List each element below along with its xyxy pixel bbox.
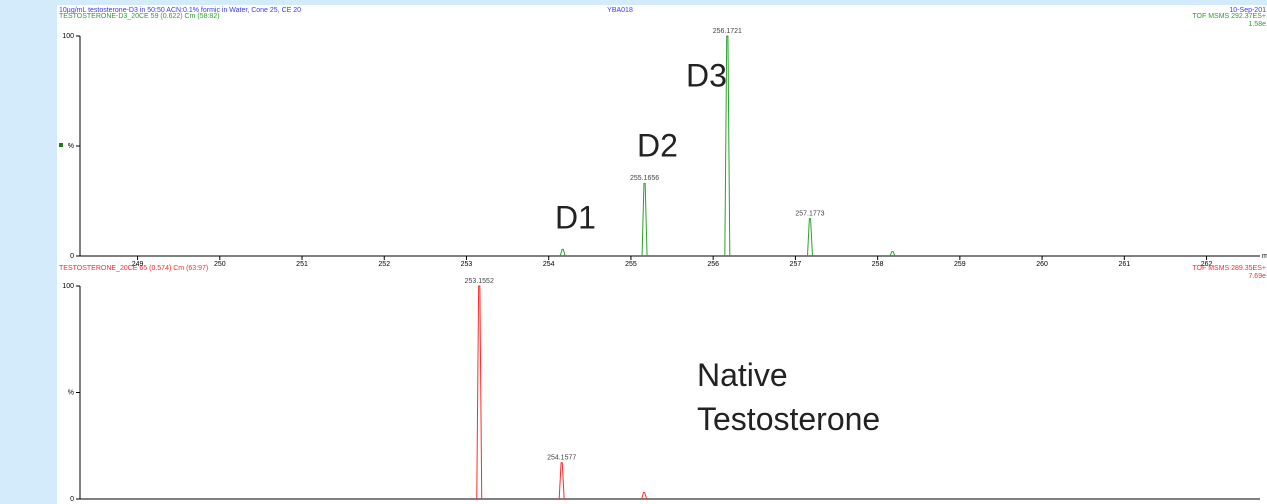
panel-title: TESTOSTERONE-D3_20CE 59 (0.622) Cm (58:8… xyxy=(59,13,220,20)
peak xyxy=(558,462,565,500)
x-tick-label: 261 xyxy=(1118,261,1130,268)
intensity: 7.69e xyxy=(1248,273,1266,280)
x-axis-label: m/z xyxy=(1262,253,1267,260)
y-tick-label: % xyxy=(68,389,74,396)
date: 10-Sep-201 xyxy=(1229,7,1266,14)
description: 10µg/mL testosterone-D3 in 50:50 ACN:0.1… xyxy=(59,7,301,14)
y-tick-label: % xyxy=(68,143,74,150)
peak-label: 256.1721 xyxy=(713,28,742,35)
x-tick-label: 253 xyxy=(461,261,473,268)
peak-label: 254.1577 xyxy=(547,455,576,462)
x-tick-label: 251 xyxy=(296,261,308,268)
y-tick-label: 100 xyxy=(62,33,74,40)
y-tick-label: 100 xyxy=(62,283,74,290)
x-tick-label: 252 xyxy=(378,261,390,268)
intensity: 1.58e xyxy=(1248,21,1266,28)
x-tick-label: 259 xyxy=(954,261,966,268)
annotation: D3 xyxy=(686,57,727,93)
panel-title: TESTOSTERONE_20CE 65 (0.574) Cm (63:97) xyxy=(59,265,208,272)
x-tick-label: 257 xyxy=(790,261,802,268)
peak xyxy=(476,285,483,500)
peak xyxy=(641,182,648,257)
peak-label: 255.1656 xyxy=(630,175,659,182)
x-tick-label: 260 xyxy=(1036,261,1048,268)
instrument: TOF MSMS 289.35ES+ xyxy=(1192,265,1266,272)
x-tick-label: 255 xyxy=(625,261,637,268)
x-tick-label: 262 xyxy=(1201,261,1213,268)
peak xyxy=(889,251,896,257)
x-tick-label: 256 xyxy=(707,261,719,268)
peak-label: 253.1552 xyxy=(465,278,494,285)
x-tick-label: 249 xyxy=(132,261,144,268)
x-tick-label: 250 xyxy=(214,261,226,268)
annotation: D1 xyxy=(555,199,596,235)
instrument: TOF MSMS 292.37ES+ xyxy=(1192,13,1266,20)
y-tick-label: 0 xyxy=(70,253,74,260)
marker xyxy=(59,143,63,147)
y-tick-label: 0 xyxy=(70,496,74,503)
peak xyxy=(806,218,813,257)
peak xyxy=(724,35,731,257)
peak xyxy=(559,248,566,257)
peak xyxy=(641,492,648,500)
sample-id: YBA018 xyxy=(607,7,633,14)
x-tick-label: 254 xyxy=(543,261,555,268)
plot-background xyxy=(57,5,1267,504)
peak-label: 257.1773 xyxy=(795,210,824,217)
x-tick-label: 258 xyxy=(872,261,884,268)
annotation: D2 xyxy=(637,127,678,163)
annotation: Native Testosterone xyxy=(697,357,880,437)
